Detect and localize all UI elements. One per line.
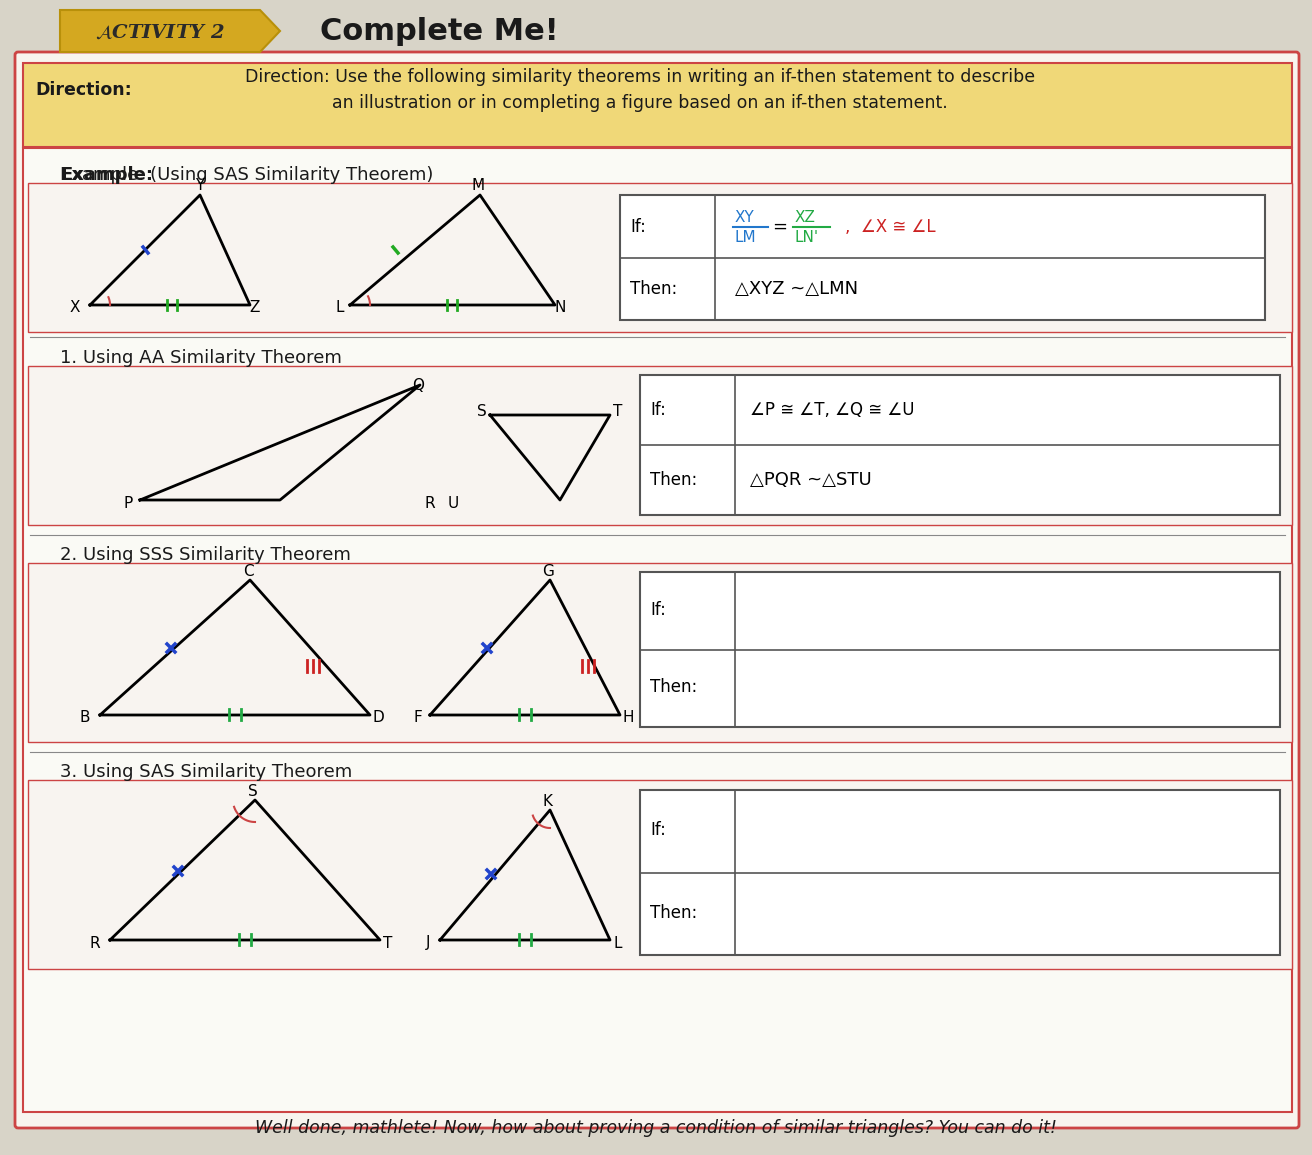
Text: T: T — [613, 403, 623, 418]
Text: If:: If: — [649, 401, 666, 419]
Text: 3. Using SAS Similarity Theorem: 3. Using SAS Similarity Theorem — [60, 763, 352, 781]
Text: △PQR ~△STU: △PQR ~△STU — [750, 471, 871, 489]
Text: Then:: Then: — [649, 471, 697, 489]
Text: S: S — [248, 784, 258, 799]
FancyBboxPatch shape — [640, 790, 1281, 955]
Text: P: P — [123, 495, 133, 511]
Text: X: X — [70, 300, 80, 315]
FancyBboxPatch shape — [24, 64, 1292, 147]
Text: Direction: Use the following similarity theorems in writing an if-then statement: Direction: Use the following similarity … — [245, 68, 1035, 112]
Text: If:: If: — [630, 218, 646, 236]
Text: M: M — [471, 178, 484, 193]
Text: Example:: Example: — [60, 166, 154, 184]
Text: ∠P ≅ ∠T, ∠Q ≅ ∠U: ∠P ≅ ∠T, ∠Q ≅ ∠U — [750, 401, 914, 419]
Text: $\mathcal{A}$CTIVITY 2: $\mathcal{A}$CTIVITY 2 — [94, 23, 224, 42]
Text: R: R — [89, 936, 100, 951]
Text: If:: If: — [649, 821, 666, 839]
FancyBboxPatch shape — [28, 366, 1292, 526]
FancyBboxPatch shape — [621, 195, 1265, 320]
Text: Direction:: Direction: — [35, 81, 131, 99]
Text: K: K — [543, 795, 552, 810]
Text: D: D — [373, 710, 384, 725]
Text: If:: If: — [649, 601, 666, 619]
Text: Z: Z — [249, 300, 260, 315]
Text: ,  ∠X ≅ ∠L: , ∠X ≅ ∠L — [845, 218, 935, 236]
FancyBboxPatch shape — [28, 562, 1292, 742]
Text: 1. Using AA Similarity Theorem: 1. Using AA Similarity Theorem — [60, 349, 342, 367]
FancyBboxPatch shape — [24, 148, 1292, 1112]
FancyBboxPatch shape — [28, 780, 1292, 969]
FancyBboxPatch shape — [28, 182, 1292, 331]
Text: B: B — [80, 710, 91, 725]
Text: Then:: Then: — [649, 903, 697, 922]
Text: XY: XY — [735, 209, 754, 224]
Text: G: G — [542, 565, 554, 580]
FancyBboxPatch shape — [640, 572, 1281, 726]
Text: Example: (Using SAS Similarity Theorem): Example: (Using SAS Similarity Theorem) — [60, 166, 433, 184]
FancyBboxPatch shape — [14, 52, 1299, 1128]
Text: Well done, mathlete! Now, how about proving a condition of similar triangles? Yo: Well done, mathlete! Now, how about prov… — [255, 1119, 1057, 1137]
Text: L: L — [614, 936, 622, 951]
Text: S: S — [478, 403, 487, 418]
Text: LM: LM — [735, 231, 757, 246]
Text: T: T — [383, 936, 392, 951]
Text: H: H — [622, 710, 634, 725]
Text: N: N — [554, 300, 565, 315]
Text: R: R — [425, 495, 436, 511]
Text: F: F — [413, 710, 422, 725]
Text: XZ: XZ — [795, 209, 816, 224]
Text: =: = — [773, 218, 787, 236]
FancyBboxPatch shape — [640, 375, 1281, 515]
Text: U: U — [447, 495, 459, 511]
Text: Q: Q — [412, 378, 424, 393]
Text: C: C — [243, 565, 253, 580]
Text: Complete Me!: Complete Me! — [320, 17, 559, 46]
Polygon shape — [60, 10, 279, 52]
Text: △XYZ ~△LMN: △XYZ ~△LMN — [735, 281, 858, 298]
Text: L: L — [336, 300, 344, 315]
Text: Then:: Then: — [630, 281, 677, 298]
Text: Y: Y — [195, 178, 205, 193]
Text: Then:: Then: — [649, 678, 697, 696]
Text: J: J — [426, 936, 430, 951]
Text: LN': LN' — [795, 231, 819, 246]
Text: 2. Using SSS Similarity Theorem: 2. Using SSS Similarity Theorem — [60, 546, 350, 564]
